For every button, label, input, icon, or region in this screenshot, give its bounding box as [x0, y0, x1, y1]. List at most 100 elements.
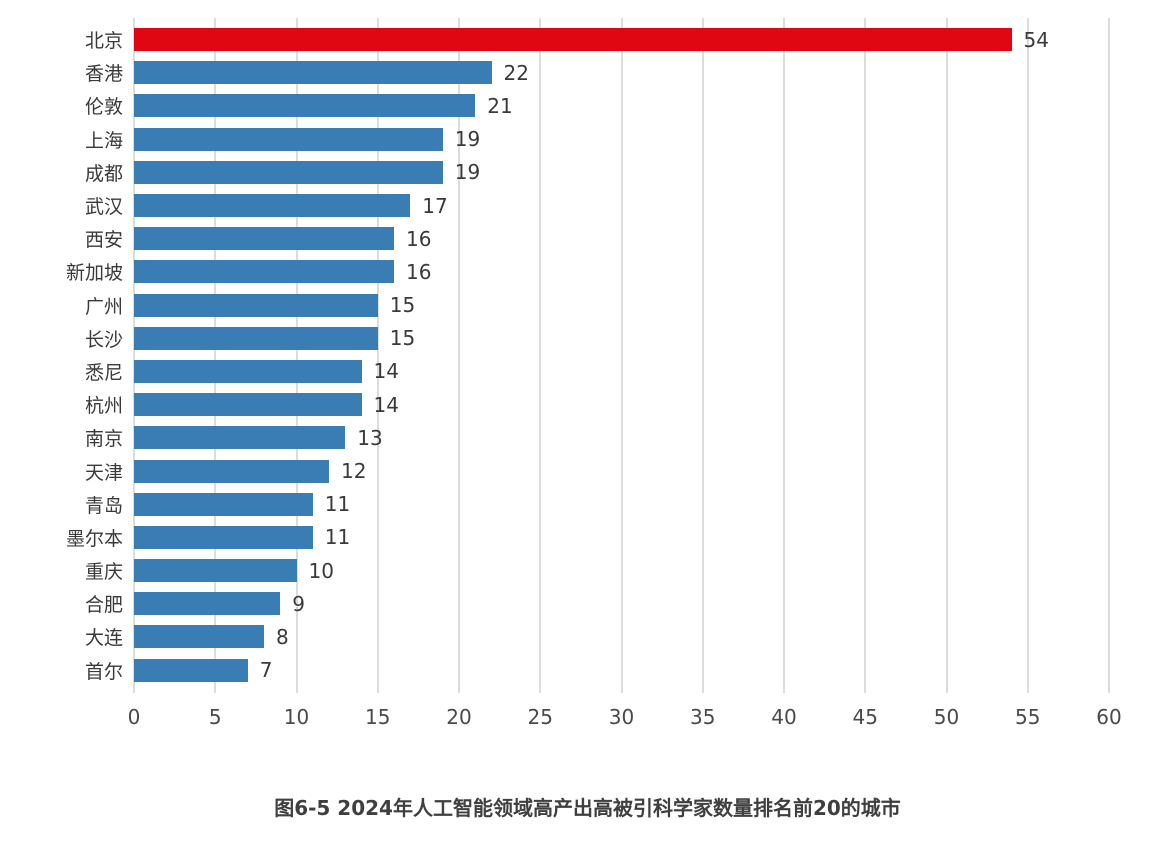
value-label: 19 — [454, 127, 481, 152]
gridline — [620, 18, 623, 693]
bar — [134, 459, 329, 483]
category-label: 悉尼 — [84, 361, 123, 384]
value-label: 16 — [406, 226, 432, 251]
bar — [134, 658, 248, 682]
category-label: 大连 — [84, 627, 123, 650]
bar-rows: 北京 54 香港 22 伦敦 21 上海 19 成都 19 武汉 17 西安 16 新加坡 16 广州 15 长沙 1… — [0, 23, 1175, 687]
value-label: 7 — [259, 658, 273, 683]
bar — [134, 592, 281, 616]
bar — [134, 61, 492, 85]
x-tick-label: 45 — [852, 705, 878, 729]
value-label: 14 — [373, 392, 399, 417]
bar — [134, 426, 346, 450]
bar — [134, 260, 394, 284]
bar-row: 西安 16 — [0, 222, 1175, 255]
x-tick-label: 25 — [527, 705, 553, 729]
category-label: 上海 — [84, 129, 123, 152]
category-label: 重庆 — [84, 561, 123, 584]
category-label: 长沙 — [84, 328, 123, 351]
value-label: 22 — [503, 60, 529, 85]
category-label: 伦敦 — [84, 96, 123, 119]
gridline — [1108, 18, 1110, 693]
bar — [134, 293, 378, 317]
value-label: 21 — [487, 93, 513, 118]
bar-row: 墨尔本 11 — [0, 521, 1175, 554]
value-label: 10 — [308, 558, 334, 583]
gridline — [701, 18, 704, 693]
x-tick-label: 40 — [771, 705, 797, 729]
bar — [134, 559, 297, 583]
value-label: 12 — [341, 459, 367, 484]
chart-caption: 图6-5 2024年人工智能领域高产出高被引科学家数量排名前20的城市 — [274, 796, 901, 820]
bar — [134, 194, 411, 218]
category-label: 成都 — [84, 162, 123, 185]
value-label: 11 — [324, 525, 351, 550]
value-label: 13 — [357, 425, 383, 450]
bar — [134, 359, 362, 383]
x-tick-label: 0 — [127, 705, 141, 729]
bar — [134, 160, 443, 184]
plot-area — [133, 18, 1110, 693]
bar-row: 重庆 10 — [0, 554, 1175, 587]
gridline — [1026, 18, 1029, 693]
category-label: 广州 — [84, 295, 123, 318]
x-tick-label: 55 — [1015, 705, 1041, 729]
x-tick-label: 20 — [446, 705, 472, 729]
bar — [134, 525, 313, 549]
gridline — [295, 18, 298, 693]
value-label: 19 — [454, 160, 481, 185]
bar — [134, 625, 264, 649]
category-label: 香港 — [84, 63, 123, 86]
x-tick-label: 60 — [1096, 705, 1122, 729]
category-label: 青岛 — [84, 494, 123, 517]
category-label: 天津 — [84, 461, 123, 484]
category-label: 合肥 — [84, 594, 123, 617]
bar — [134, 127, 443, 151]
value-label: 8 — [276, 624, 289, 649]
value-label: 15 — [389, 293, 416, 318]
bar-row: 悉尼 14 — [0, 355, 1175, 388]
bar-row: 长沙 15 — [0, 322, 1175, 355]
bar — [134, 393, 362, 417]
bar — [134, 326, 378, 350]
category-label: 北京 — [84, 30, 123, 53]
x-tick-label: 5 — [208, 705, 222, 729]
category-label: 首尔 — [84, 660, 123, 683]
gridline — [783, 18, 785, 693]
gridline — [376, 18, 379, 693]
gridline — [945, 18, 948, 693]
gridline — [133, 18, 135, 693]
bar-row: 杭州 14 — [0, 388, 1175, 421]
category-label: 新加坡 — [65, 262, 123, 285]
gridline — [458, 18, 460, 693]
bar-row: 伦敦 21 — [0, 89, 1175, 122]
x-tick-label: 30 — [608, 705, 635, 729]
bar — [134, 227, 394, 251]
category-label: 杭州 — [84, 395, 123, 418]
category-label: 墨尔本 — [65, 527, 123, 550]
gridline — [214, 18, 217, 693]
bar-row: 上海 19 — [0, 123, 1175, 156]
bar-row: 青岛 11 — [0, 488, 1175, 521]
x-tick-label: 50 — [933, 705, 960, 729]
bar-row: 大连 8 — [0, 620, 1175, 653]
bar-row: 香港 22 — [0, 56, 1175, 89]
category-label: 南京 — [84, 428, 123, 451]
gridline — [539, 18, 542, 693]
value-label: 9 — [292, 591, 305, 616]
bar-row: 合肥 9 — [0, 587, 1175, 620]
bar-row: 广州 15 — [0, 289, 1175, 322]
bar — [134, 28, 1012, 52]
bar-row: 武汉 17 — [0, 189, 1175, 222]
value-label: 17 — [422, 193, 448, 218]
value-label: 15 — [389, 326, 416, 351]
gridline — [864, 18, 867, 693]
bar-row: 北京 54 — [0, 23, 1175, 56]
bar-row: 新加坡 16 — [0, 255, 1175, 288]
category-label: 武汉 — [84, 196, 123, 219]
bar-row: 成都 19 — [0, 156, 1175, 189]
category-label: 西安 — [84, 229, 123, 252]
x-tick-label: 35 — [690, 705, 716, 729]
x-tick-label: 15 — [365, 705, 391, 729]
